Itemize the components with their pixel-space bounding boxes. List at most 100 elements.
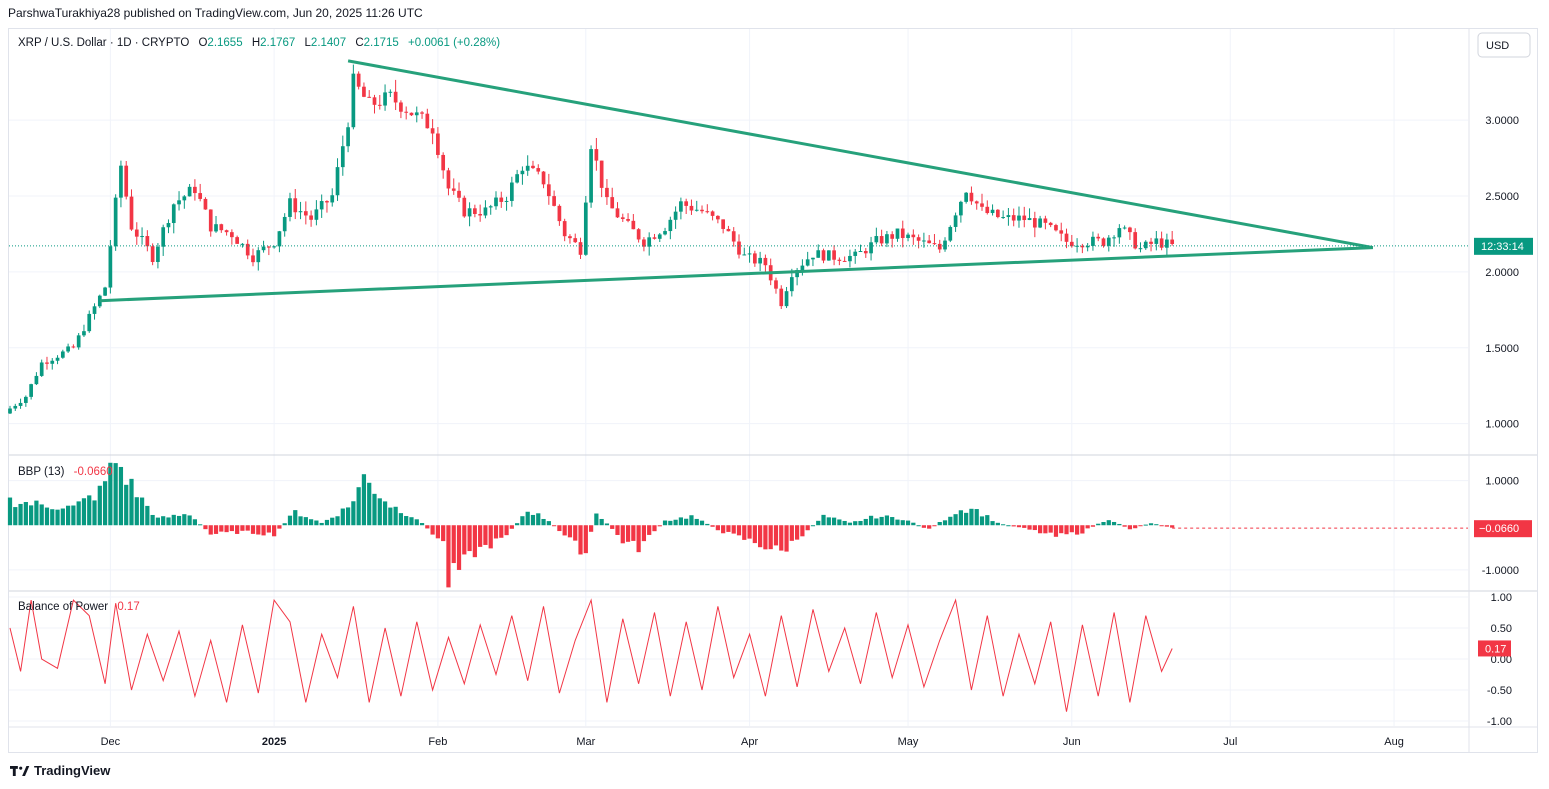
bbp-bar xyxy=(921,525,927,528)
bbp-bar xyxy=(430,525,435,535)
bbp-bar xyxy=(414,519,419,526)
bbp-bar xyxy=(647,525,652,535)
bbp-bar xyxy=(55,509,60,526)
bbp-bar xyxy=(451,525,456,564)
candle-body xyxy=(103,287,107,296)
candle-body xyxy=(441,154,446,171)
bbp-value-badge: −0.0660 xyxy=(1474,520,1532,538)
candle-body xyxy=(467,208,472,217)
candle-body xyxy=(293,198,298,213)
bop-axis[interactable]: 1.00 0.50 0.00 -0.50 -1.00 xyxy=(1487,592,1512,728)
bbp-bar xyxy=(1064,525,1069,535)
bbp-bar xyxy=(631,525,636,541)
candle-body xyxy=(747,253,752,255)
bbp-bar xyxy=(927,525,932,529)
bbp-bar xyxy=(932,525,937,527)
bbp-bar xyxy=(377,498,382,526)
bbp-bar xyxy=(1053,525,1059,537)
candle-body xyxy=(60,351,65,358)
bbp-bar xyxy=(863,518,868,526)
candle-body xyxy=(520,170,525,175)
candle-body xyxy=(256,250,261,263)
candle-body xyxy=(483,207,488,216)
candle-body xyxy=(953,215,958,227)
bbp-bar xyxy=(1101,522,1106,526)
candle-body xyxy=(557,205,562,222)
bbp-tick-label: 1.0000 xyxy=(1485,476,1519,488)
legend-line[interactable]: XRP / U.S. Dollar · 1D · CRYPTO O2.1655 … xyxy=(18,37,500,49)
tradingview-brand[interactable]: TradingView xyxy=(10,763,110,778)
candle-body xyxy=(494,197,498,207)
candle-body xyxy=(721,219,726,229)
bbp-bar xyxy=(953,514,958,526)
bbp-bar xyxy=(678,517,684,526)
bop-title[interactable]: Balance of Power 0.17 xyxy=(18,601,140,613)
candle-body xyxy=(177,200,181,205)
candle-body xyxy=(663,231,667,235)
bbp-axis[interactable]: 1.0000 -1.0000 xyxy=(1482,476,1519,577)
candle-body xyxy=(39,362,44,376)
candle-body xyxy=(863,251,868,254)
x-tick-label: May xyxy=(898,736,919,748)
bbp-title-value: -0.0660 xyxy=(74,466,113,478)
bop-pane[interactable] xyxy=(9,598,1173,712)
price-axis[interactable]: 1.0000 1.5000 2.0000 2.5000 3.0000 xyxy=(1485,115,1519,431)
candle-body xyxy=(689,205,694,211)
bbp-bar xyxy=(810,525,816,527)
candle-body xyxy=(668,219,673,232)
candle-body xyxy=(1038,218,1042,228)
bbp-title[interactable]: BBP (13) -0.0660 xyxy=(18,466,113,478)
trendline-support[interactable] xyxy=(99,246,1373,303)
price-tick-label: 2.0000 xyxy=(1485,267,1519,279)
bbp-bar xyxy=(161,516,166,526)
candle-body xyxy=(29,384,33,397)
candle-body xyxy=(874,236,879,243)
price-pane[interactable] xyxy=(8,59,1468,415)
bop-tick-label: 0.00 xyxy=(1491,654,1512,666)
x-tick-label: Feb xyxy=(428,736,447,748)
bbp-bar xyxy=(525,511,530,526)
candle-body xyxy=(631,220,636,230)
bbp-bar xyxy=(351,501,356,526)
bbp-bar xyxy=(551,525,557,527)
candle-body xyxy=(303,211,308,216)
time-axis[interactable]: Dec 2025 Feb Mar Apr May Jun Jul Aug xyxy=(101,736,1404,748)
bbp-bar xyxy=(483,525,488,545)
bbp-bar xyxy=(219,525,224,532)
candle-body xyxy=(525,165,530,171)
bbp-bar xyxy=(240,525,245,531)
candle-body xyxy=(758,257,762,264)
bbp-pane[interactable] xyxy=(7,462,1468,588)
candle-body xyxy=(1064,233,1069,242)
bbp-bar xyxy=(367,482,372,526)
bbp-bar xyxy=(726,525,731,532)
candle-body xyxy=(425,113,430,129)
bop-value-badge: 0.17 xyxy=(1478,640,1511,657)
bbp-bar xyxy=(974,509,979,526)
bbp-bar xyxy=(145,505,150,526)
candle-body xyxy=(879,236,884,244)
bbp-bar xyxy=(504,525,509,536)
trendline-resistance[interactable] xyxy=(347,59,1374,250)
bop-tick-label: -0.50 xyxy=(1487,685,1512,697)
candle-body xyxy=(679,201,683,212)
candle-body xyxy=(478,213,483,216)
bbp-tick-label: -1.0000 xyxy=(1482,565,1519,577)
candle-body xyxy=(906,234,910,239)
countdown-badge: 12:33:14 xyxy=(1474,237,1533,255)
bbp-bar xyxy=(705,523,710,526)
bbp-bar xyxy=(520,516,525,526)
bbp-bar xyxy=(652,525,657,532)
bbp-bar xyxy=(699,520,705,526)
currency-button[interactable]: USD xyxy=(1477,32,1531,58)
bbp-bar xyxy=(456,525,462,570)
candles-group xyxy=(8,64,1175,415)
legend-close-value: 2.1715 xyxy=(364,37,399,49)
candle-body xyxy=(71,346,76,348)
candle-body xyxy=(13,405,18,409)
bbp-bar xyxy=(298,516,303,526)
candle-body xyxy=(488,206,493,208)
candle-body xyxy=(34,375,39,385)
bbp-bar xyxy=(81,498,87,526)
candle-body xyxy=(620,217,625,220)
